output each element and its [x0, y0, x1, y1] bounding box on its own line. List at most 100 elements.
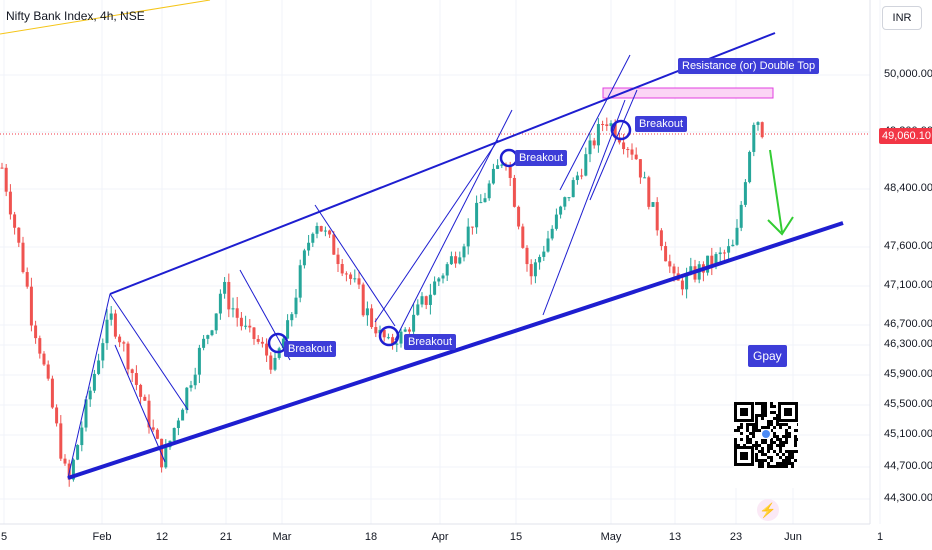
candle-down — [655, 202, 659, 231]
candle-up — [193, 374, 197, 386]
candle-up — [302, 250, 306, 266]
candle-down — [454, 256, 458, 264]
x-tick-label: Mar — [272, 531, 292, 543]
candle-down — [336, 254, 340, 265]
down-arrow — [767, 149, 794, 236]
candle-up — [214, 313, 218, 331]
candle-down — [508, 166, 512, 178]
candle-down — [391, 337, 395, 345]
x-tick-label: May — [600, 531, 622, 543]
candle-up — [483, 198, 487, 203]
candle-down — [13, 214, 17, 228]
candle-down — [227, 281, 231, 310]
candle-down — [647, 177, 651, 207]
candle-up — [223, 281, 227, 294]
candle-up — [290, 314, 294, 321]
candle-up — [563, 197, 567, 207]
gpay-label: Gpay — [748, 345, 787, 367]
y-tick-label: 50,000.00 — [884, 68, 932, 80]
candle-up — [491, 168, 495, 184]
candle-up — [550, 228, 554, 239]
x-tick-label: 21 — [219, 531, 233, 543]
candle-down — [248, 325, 252, 328]
candle-down — [143, 396, 147, 401]
breakdown-line — [589, 89, 638, 201]
flag-1-lower — [114, 344, 166, 463]
lightning-bolt-icon[interactable]: ⚡ — [757, 499, 779, 521]
candle-up — [386, 337, 390, 339]
candle-down — [521, 226, 525, 248]
flag-3-upper — [314, 204, 396, 327]
candle-down — [722, 252, 726, 254]
candle-down — [29, 286, 33, 326]
candle-up — [294, 297, 298, 315]
candle-down — [382, 329, 386, 338]
candle-up — [307, 242, 311, 251]
x-tick-label: 5 — [0, 531, 8, 543]
x-tick-label: Apr — [431, 531, 449, 543]
candle-up — [189, 385, 193, 388]
candle-down — [126, 343, 130, 370]
candle-up — [445, 264, 449, 276]
candle-up — [546, 238, 550, 252]
flag-2-upper — [239, 269, 291, 361]
x-tick-label: 1 — [876, 531, 884, 543]
candle-up — [84, 399, 88, 428]
currency-selector[interactable]: INR — [882, 6, 922, 30]
candle-up — [651, 202, 655, 207]
candle-down — [680, 280, 684, 290]
candle-down — [260, 341, 264, 344]
candle-down — [147, 400, 151, 428]
candle-down — [239, 317, 243, 327]
candle-up — [462, 246, 466, 258]
candle-up — [554, 214, 558, 229]
candle-up — [538, 256, 542, 263]
candle-down — [605, 124, 609, 126]
candle-down — [634, 154, 638, 160]
candle-down — [0, 167, 4, 169]
x-tick-label: 13 — [668, 531, 682, 543]
candle-down — [42, 353, 46, 365]
candle-down — [340, 264, 344, 274]
y-tick-label: 48,400.00 — [884, 182, 932, 194]
breakout-circle-2 — [378, 325, 400, 347]
candle-down — [668, 261, 672, 267]
candle-up — [286, 320, 290, 339]
candle-down — [638, 159, 642, 178]
candle-up — [731, 244, 735, 247]
candle-up — [437, 278, 441, 282]
candle-down — [332, 234, 336, 255]
qr-code-icon — [734, 402, 798, 488]
candle-down — [118, 336, 122, 343]
candle-down — [630, 149, 634, 155]
candle-down — [155, 429, 159, 439]
candle-down — [269, 355, 273, 370]
candle-down — [328, 230, 332, 235]
candle-up — [311, 233, 315, 243]
candle-up — [323, 230, 327, 232]
candle-up — [643, 177, 647, 179]
candle-down — [517, 206, 521, 227]
candle-up — [756, 122, 760, 125]
grid — [0, 0, 881, 524]
candle-up — [735, 227, 739, 245]
y-tick-label: 46,700.00 — [884, 318, 932, 330]
x-tick-label: 12 — [155, 531, 169, 543]
candle-up — [101, 343, 105, 361]
breakout-label-1: Breakout — [284, 341, 337, 357]
candle-up — [487, 183, 491, 199]
candle-up — [71, 459, 75, 480]
candle-up — [567, 197, 571, 199]
candle-up — [466, 226, 470, 247]
candles — [0, 117, 764, 487]
x-tick-label: Feb — [92, 531, 112, 543]
candle-down — [130, 369, 134, 374]
candle-up — [197, 347, 201, 375]
candle-up — [210, 330, 214, 336]
candle-up — [273, 357, 277, 370]
candle-down — [710, 255, 714, 266]
candle-down — [424, 296, 428, 305]
x-tick-label: 15 — [509, 531, 523, 543]
candle-up — [428, 294, 432, 305]
